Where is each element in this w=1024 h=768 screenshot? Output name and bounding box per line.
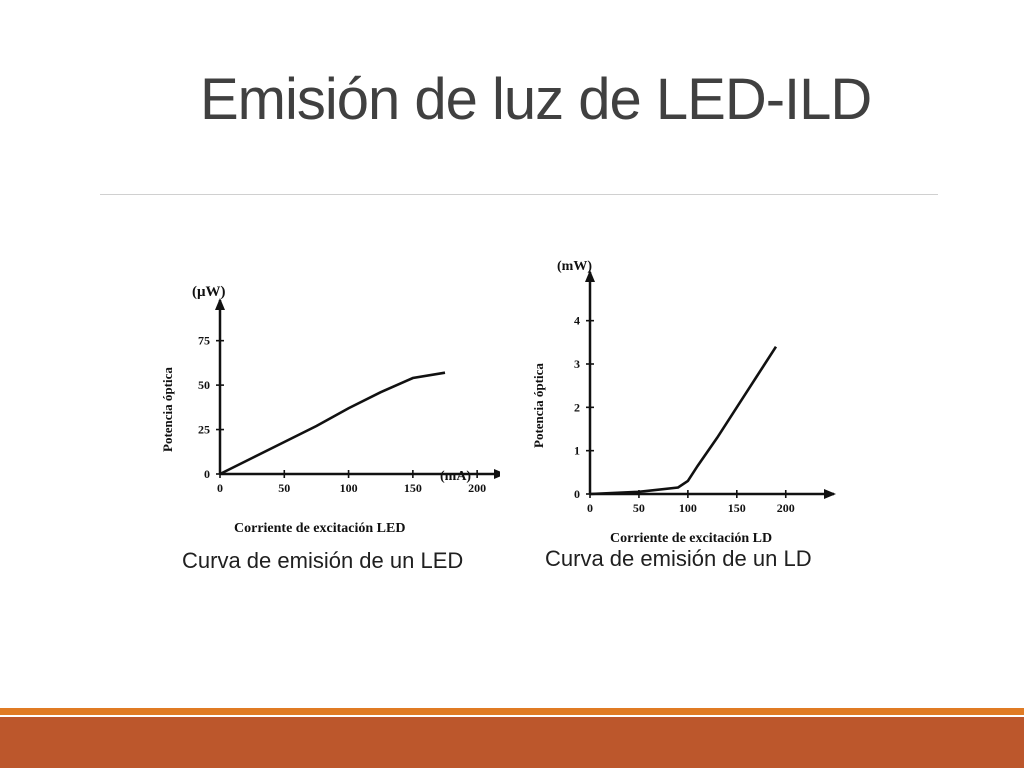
footer-band: [0, 717, 1024, 768]
led-y-tick-label: 75: [198, 334, 210, 348]
led-x-tick-label: 150: [404, 481, 422, 495]
ld-axes: [585, 270, 836, 499]
led-axes: [215, 298, 500, 479]
led-x-arrow: [494, 469, 500, 479]
slide-title: Emisión de luz de LED-ILD: [200, 67, 872, 132]
ld-y-unit: (mW): [557, 259, 592, 274]
led-y-arrow: [215, 298, 225, 310]
led-x-label: Corriente de excitación LED: [234, 521, 405, 536]
ld-emission-chart: 0 50 100 150 200 0 1 2 3 4 (mW) Potencia óptica C…: [515, 250, 860, 582]
ld-x-label: Corriente de excitación LD: [610, 531, 772, 546]
ld-x-tick-label: 200: [777, 501, 795, 515]
ld-x-arrow: [824, 489, 836, 499]
led-curve: [219, 371, 446, 476]
ld-x-tick-label: 150: [728, 501, 746, 515]
ld-ticks: 0 50 100 150 200 0 1 2 3 4: [574, 314, 795, 515]
ld-y-tick-label: 1: [574, 444, 580, 458]
ld-y-arrow: [585, 270, 595, 282]
led-y-unit: (μW): [192, 284, 226, 300]
led-y-tick-label: 50: [198, 378, 210, 392]
ld-x-tick-label: 0: [587, 501, 593, 515]
led-y-label: Potencia óptica: [160, 367, 175, 452]
led-x-tick-label: 50: [278, 481, 290, 495]
led-caption: Curva de emisión de un LED: [182, 548, 463, 573]
led-x-unit: (mA): [440, 469, 471, 484]
led-emission-chart: 0 50 100 150 200 0 25 50 75 (μW) (mA) Potencia ó…: [150, 270, 500, 582]
ld-curve: [589, 345, 778, 496]
ld-x-tick-label: 50: [633, 501, 645, 515]
led-y-tick-label: 0: [204, 467, 210, 481]
led-x-tick-label: 100: [340, 481, 358, 495]
title-divider: [100, 194, 938, 195]
ld-y-tick-label: 0: [574, 487, 580, 501]
ld-y-tick-label: 2: [574, 400, 580, 414]
ld-y-tick-label: 3: [574, 357, 580, 371]
footer-accent-line: [0, 708, 1024, 715]
ld-x-tick-label: 100: [679, 501, 697, 515]
led-y-tick-label: 25: [198, 423, 210, 437]
led-ticks: 0 50 100 150 200 0 25 50 75: [198, 334, 486, 495]
ld-y-label: Potencia óptica: [531, 363, 546, 448]
led-x-tick-label: 0: [217, 481, 223, 495]
ld-y-tick-label: 4: [574, 314, 580, 328]
led-x-tick-label: 200: [468, 481, 486, 495]
ld-caption: Curva de emisión de un LD: [545, 546, 812, 571]
